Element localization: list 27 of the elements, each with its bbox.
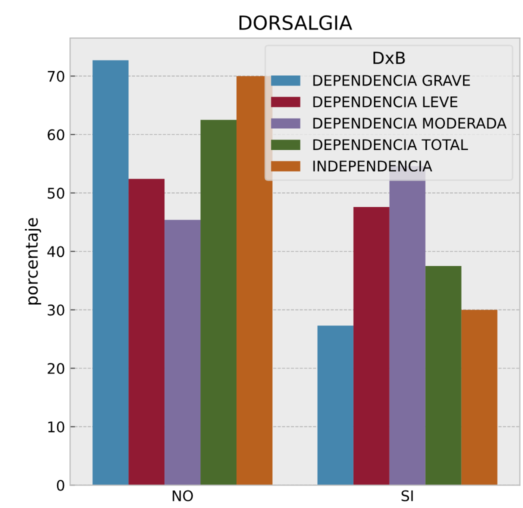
legend-title: DxB (373, 52, 405, 64)
bar (461, 310, 498, 486)
legend-label: DEPENDENCIA GRAVE (313, 74, 470, 86)
y-tick-label: 60 (48, 129, 64, 140)
legend-label: INDEPENDENCIA (313, 160, 432, 172)
y-tick-label: 40 (47, 246, 64, 258)
bar (164, 220, 201, 486)
legend-label: DEPENDENCIA TOTAL (313, 139, 468, 150)
y-tick-label: 50 (48, 188, 64, 199)
y-tick-label: 0 (56, 480, 64, 491)
y-tick-label: 70 (48, 70, 64, 82)
legend-label: DEPENDENCIA LEVE (313, 96, 458, 108)
y-axis-title: porcentaje (24, 218, 42, 305)
legend-label: DEPENDENCIA MODERADA (313, 118, 507, 129)
bar (353, 206, 390, 486)
chart-title: DORSALGIA (240, 15, 352, 30)
y-tick-label: 10 (48, 421, 64, 432)
bar (425, 266, 462, 486)
bar (317, 326, 354, 486)
y-tick-label: 30 (48, 304, 64, 316)
y-tick-label: 20 (48, 362, 64, 374)
x-tick-label: NO (172, 490, 193, 502)
x-tick-label: SI (402, 490, 413, 502)
bar (236, 76, 272, 486)
bar (92, 60, 129, 486)
bar (128, 178, 165, 486)
bar (200, 120, 236, 486)
